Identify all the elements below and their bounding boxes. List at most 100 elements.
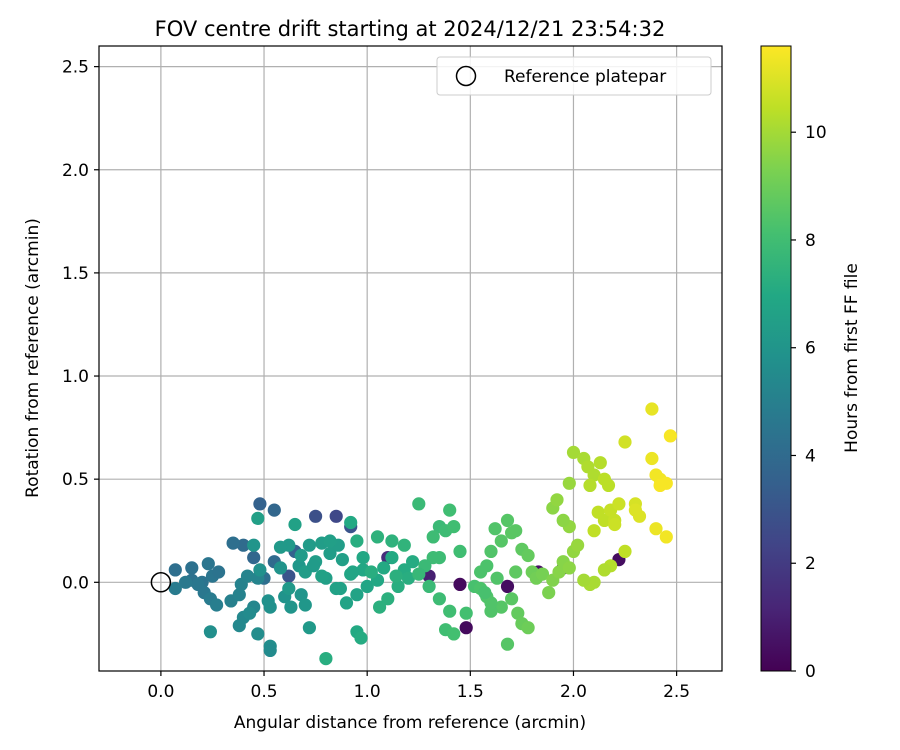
data-point	[263, 643, 277, 658]
data-point	[447, 520, 461, 534]
data-point	[593, 456, 607, 470]
data-point	[240, 569, 255, 583]
data-point	[288, 517, 302, 532]
data-point	[236, 538, 250, 552]
data-point	[385, 534, 399, 548]
data-point	[556, 513, 570, 528]
data-point	[535, 567, 550, 581]
data-point	[232, 588, 246, 602]
x-axis-ticks: 0.0 0.5 1.0 1.5 2.0 2.5	[147, 671, 690, 702]
data-point	[350, 534, 364, 548]
data-point	[659, 530, 673, 544]
data-point	[494, 600, 508, 614]
data-point	[587, 524, 601, 538]
data-point	[566, 445, 581, 459]
data-point	[335, 553, 349, 567]
data-point	[505, 592, 519, 606]
reference-platepar-marker	[150, 572, 172, 593]
legend: Reference platepar	[436, 56, 712, 96]
data-point	[500, 579, 515, 594]
data-point	[618, 544, 632, 559]
colorbar: 0 2 4 6 8 10 Hours from first FF file	[760, 45, 862, 682]
legend-marker	[455, 65, 477, 87]
data-points	[168, 402, 678, 666]
data-point	[542, 586, 556, 600]
colorbar-ticks: 0 2 4 6 8 10	[791, 123, 827, 682]
data-point	[273, 540, 288, 554]
colorbar-tick-label: 8	[805, 231, 816, 251]
y-tick-label: 0.5	[62, 470, 89, 490]
data-point	[329, 509, 343, 523]
data-point	[232, 619, 246, 633]
y-axis-label: Rotation from reference (arcmin)	[23, 218, 43, 498]
data-point	[251, 511, 265, 525]
data-point	[377, 561, 391, 575]
data-point	[397, 538, 411, 552]
data-point	[253, 563, 267, 577]
y-tick-label: 0.0	[62, 573, 89, 593]
y-tick-label: 2.0	[62, 161, 89, 181]
y-axis-ticks: 0.0 0.5 1.0 1.5 2.0 2.5	[62, 58, 99, 593]
data-point	[306, 559, 321, 573]
data-point	[294, 588, 308, 602]
data-point	[168, 581, 182, 596]
data-point	[391, 579, 405, 594]
data-point	[315, 569, 329, 583]
data-point	[443, 604, 457, 618]
data-point	[453, 544, 467, 559]
data-point	[401, 571, 415, 585]
legend-box	[436, 56, 712, 96]
data-point	[212, 565, 226, 579]
data-point	[243, 606, 257, 620]
data-point	[412, 497, 426, 511]
data-point	[478, 586, 492, 600]
data-point	[267, 503, 281, 517]
data-point	[389, 569, 403, 583]
x-tick-label: 1.0	[354, 682, 381, 702]
data-point	[253, 497, 267, 511]
data-point	[484, 544, 498, 559]
x-tick-label: 2.0	[560, 682, 587, 702]
data-point	[521, 621, 535, 635]
data-point	[645, 451, 659, 466]
x-axis-label: Angular distance from reference (arcmin)	[234, 713, 586, 733]
data-point	[381, 592, 395, 606]
data-point	[480, 559, 494, 573]
data-point	[298, 598, 312, 612]
data-point	[628, 503, 643, 517]
grid-lines	[99, 46, 722, 671]
data-point	[247, 551, 261, 565]
data-point	[447, 627, 461, 641]
data-point	[597, 513, 612, 528]
colorbar-tick-label: 4	[805, 446, 816, 466]
data-point	[302, 538, 316, 552]
data-point	[583, 478, 597, 492]
plot-frame	[98, 45, 723, 672]
data-point	[226, 536, 240, 550]
data-point	[453, 577, 467, 592]
data-point	[597, 563, 612, 577]
data-point	[360, 579, 374, 594]
legend-label: Reference platepar	[504, 67, 666, 87]
data-point	[339, 596, 354, 610]
data-point	[344, 515, 358, 530]
data-point	[422, 569, 436, 583]
data-point	[346, 565, 360, 579]
data-point	[577, 573, 591, 587]
data-point	[210, 598, 224, 612]
colorbar-tick-label: 0	[805, 662, 816, 682]
data-point	[484, 596, 498, 610]
x-tick-label: 1.5	[457, 682, 484, 702]
data-point	[179, 575, 193, 589]
data-point	[273, 561, 288, 575]
data-point	[490, 571, 504, 585]
data-point	[511, 606, 525, 620]
data-point	[552, 565, 566, 579]
data-point	[168, 563, 182, 577]
data-point	[406, 555, 420, 569]
data-point	[608, 517, 622, 532]
data-point	[323, 534, 337, 548]
data-point	[302, 621, 316, 635]
data-point	[618, 435, 632, 449]
